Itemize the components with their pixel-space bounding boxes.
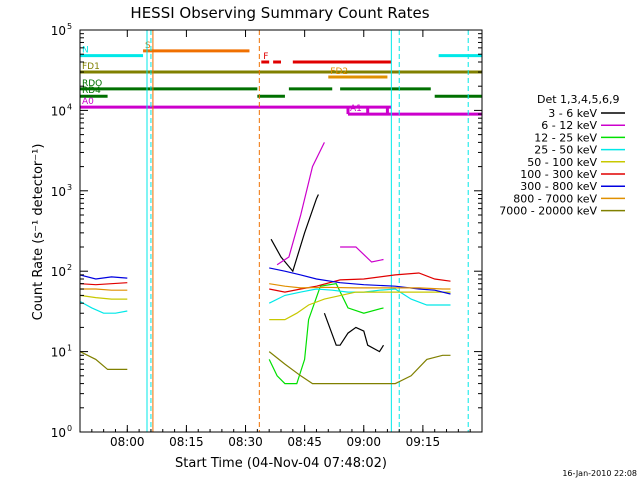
flag-label-fd1: FD1 xyxy=(82,62,100,72)
series-7000-20000-kev-seg-0 xyxy=(79,351,128,370)
x-axis-label: Start Time (04-Nov-04 07:48:02) xyxy=(175,456,387,471)
y-tick-label-100000: 10 xyxy=(51,24,66,38)
series-100-300-kev-seg-0 xyxy=(79,282,128,286)
legend-label-800-7000-kev: 800 - 7000 keV xyxy=(513,192,597,205)
series-25-50-kev-seg-0 xyxy=(79,300,128,314)
flag-label-a0: A0 xyxy=(82,97,94,107)
x-tick-label-09-00: 09:00 xyxy=(346,435,381,449)
y-tick-exponent-1000: 3 xyxy=(67,183,72,192)
series-300-800-kev-seg-1 xyxy=(269,267,451,295)
series-3-6-kev-seg-1 xyxy=(323,312,385,353)
series-lines xyxy=(79,142,451,385)
y-tick-exponent-10: 1 xyxy=(67,344,72,353)
legend-label-25-50-kev: 25 - 50 keV xyxy=(534,144,597,157)
x-tick-label-08-30: 08:30 xyxy=(228,435,263,449)
y-tick-label-1000: 10 xyxy=(51,185,66,199)
series-3-6-kev-seg-0 xyxy=(270,194,319,273)
series-800-7000-kev-seg-1 xyxy=(269,283,451,290)
legend-label-50-100-kev: 50 - 100 keV xyxy=(527,156,597,169)
flag-label-f: F xyxy=(263,52,268,62)
y-axis-label: Count Rate (s⁻¹ detector⁻¹) xyxy=(31,144,46,321)
series-6-12-kev-seg-1 xyxy=(340,246,384,263)
y-tick-label-10000: 10 xyxy=(51,104,66,118)
series-800-7000-kev-seg-0 xyxy=(80,288,128,291)
y-tick-exponent-10000: 4 xyxy=(67,102,72,111)
legend-label-3-6-kev: 3 - 6 keV xyxy=(548,107,597,120)
series-50-100-kev-seg-1 xyxy=(269,291,451,321)
x-axis: 08:00 08:15 08:30 08:45 09:00 09:15 xyxy=(79,30,483,449)
series-6-12-kev-seg-0 xyxy=(276,142,325,266)
series-7000-20000-kev-seg-1 xyxy=(268,351,451,385)
y-tick-label-10: 10 xyxy=(51,346,66,360)
x-tick-label-08-45: 08:45 xyxy=(287,435,322,449)
y-tick-exponent-100000: 5 xyxy=(67,22,72,31)
legend-label-6-12-kev: 6 - 12 keV xyxy=(541,119,597,132)
flag-label-rdo: RDO xyxy=(82,79,102,89)
legend-title: Det 1,3,4,5,6,9 xyxy=(537,93,620,106)
legend-label-12-25-kev: 12 - 25 keV xyxy=(534,131,597,144)
vertical-markers xyxy=(146,30,469,432)
x-tick-label-09-15: 09:15 xyxy=(406,435,441,449)
legend-label-7000-20000-kev: 7000 - 20000 keV xyxy=(499,205,597,218)
flag-label-a1: A1 xyxy=(350,104,362,114)
legend-label-100-300-kev: 100 - 300 keV xyxy=(520,168,597,181)
x-tick-label-08-00: 08:00 xyxy=(110,435,145,449)
flag-label-rd4: RD4 xyxy=(82,86,101,96)
flag-label-fd2: FD2 xyxy=(330,67,348,77)
flag-label-n: N xyxy=(82,46,89,56)
flag-label-s: S xyxy=(145,41,151,51)
y-tick-label-100: 10 xyxy=(51,265,66,279)
series-12-25-kev-seg-0 xyxy=(268,283,384,385)
chart-title: HESSI Observing Summary Count Rates xyxy=(130,4,429,22)
y-tick-label-1: 10 xyxy=(51,426,66,440)
legend-label-300-800-kev: 300 - 800 keV xyxy=(520,180,597,193)
series-300-800-kev-seg-0 xyxy=(79,274,128,280)
timestamp: 16-Jan-2010 22:08 xyxy=(562,469,637,478)
series-50-100-kev-seg-0 xyxy=(79,294,128,300)
y-tick-exponent-1: 0 xyxy=(67,424,72,433)
series-100-300-kev-seg-1 xyxy=(269,272,451,293)
y-tick-exponent-100: 2 xyxy=(67,263,72,272)
x-tick-label-08-15: 08:15 xyxy=(169,435,204,449)
